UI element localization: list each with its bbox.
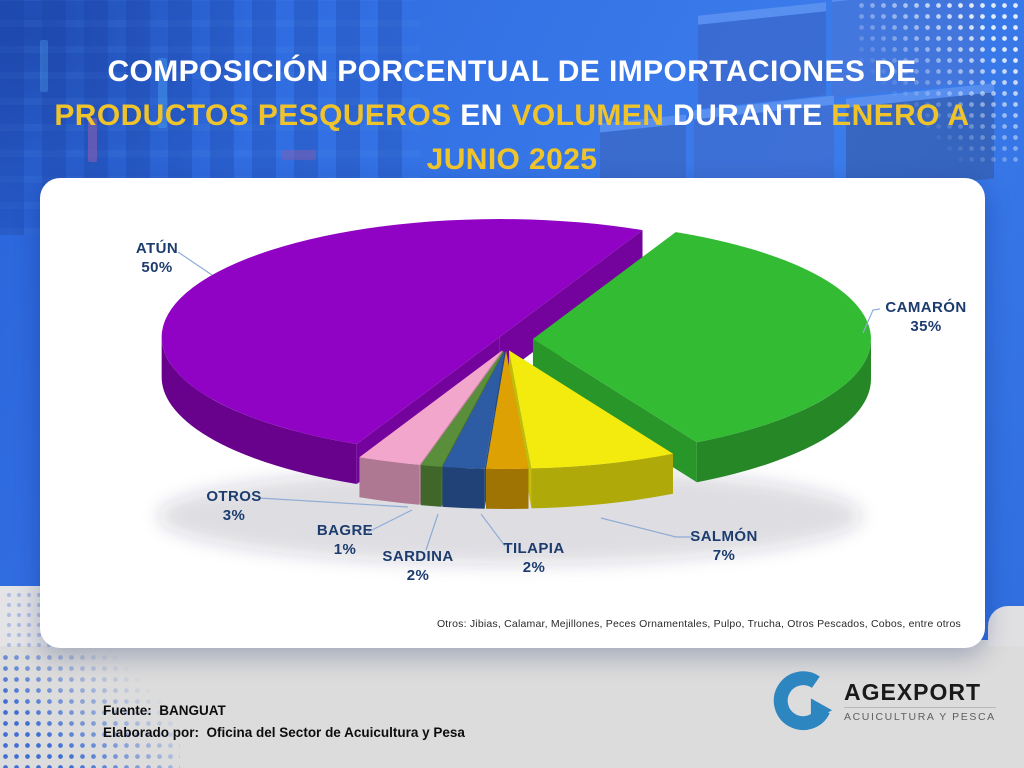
pie-label-value: 50% <box>141 259 173 276</box>
pie-label-bagre: BAGRE 1% <box>317 521 373 559</box>
pie-label-value: 3% <box>222 507 246 524</box>
title-segment: EN <box>451 99 512 132</box>
pie-shadow <box>158 468 862 564</box>
footer-band-right-notch <box>988 606 1024 646</box>
title-segment: COMPOSICIÓN PORCENTUAL DE IMPORTACIONES … <box>107 55 917 88</box>
pie-label-name: CAMARÓN <box>885 299 967 316</box>
logo-divider <box>844 706 996 708</box>
leader-line-bagre <box>367 509 413 533</box>
pie-slice-salmón <box>509 350 673 469</box>
agexport-logo-text: AGEXPORT ACUICULTURA Y PESCA <box>844 680 996 723</box>
pie-label-salmón: SALMÓN 7% <box>690 527 757 565</box>
title-segment: VOLUMEN <box>511 99 665 132</box>
pie-label-tilapia: TILAPIA 2% <box>503 539 564 577</box>
pie-chart <box>158 219 881 564</box>
pie-slice-side-salmón <box>531 453 673 509</box>
source-block: Fuente: BANGUAT Elaborado por: Oficina d… <box>103 700 465 744</box>
title-segment: PRODUCTOS PESQUEROS <box>54 99 452 132</box>
source-line: Fuente: BANGUAT <box>103 703 226 718</box>
agexport-logo: AGEXPORT ACUICULTURA Y PESCA <box>770 668 996 734</box>
agexport-g-icon <box>773 671 833 730</box>
pie-slice-side-tilapia <box>485 468 529 509</box>
pie-slice-bagre <box>420 350 504 467</box>
pie-label-value: 2% <box>522 559 546 576</box>
pie-slice-otros <box>359 350 503 465</box>
pie-slice-side-otros <box>359 457 420 505</box>
pie-label-atún: ATÚN 50% <box>136 239 178 277</box>
pie-label-value: 2% <box>406 567 430 584</box>
pie-label-camarón: CAMARÓN 35% <box>885 298 966 336</box>
logo-subtitle: ACUICULTURA Y PESCA <box>844 710 996 723</box>
leader-line-otros <box>258 497 409 508</box>
pie-slice-sardina <box>442 350 505 469</box>
pie-label-value: 35% <box>910 318 942 335</box>
leader-line-tilapia <box>480 513 506 547</box>
pie-label-name: TILAPIA <box>503 540 565 557</box>
chart-card: CAMARÓN 35% SALMÓN 7% TILAPIA 2% SARDINA 2% BAGR… <box>40 178 985 648</box>
pie-label-name: SARDINA <box>382 548 454 565</box>
page-title: COMPOSICIÓN PORCENTUAL DE IMPORTACIONES … <box>50 50 974 182</box>
leader-line-camarón <box>862 308 881 334</box>
pie-label-sardina: SARDINA 2% <box>382 547 453 585</box>
title-segment: DURANTE <box>664 99 832 132</box>
pie-slice-camarón <box>532 232 871 443</box>
pie-label-value: 1% <box>333 541 357 558</box>
elaborated-line: Elaborado por: Oficina del Sector de Acu… <box>103 725 465 740</box>
pie-label-otros: OTROS 3% <box>206 487 261 525</box>
leader-line-sardina <box>425 513 439 551</box>
chart-footnote: Otros: Jibias, Calamar, Mejillones, Pece… <box>436 618 961 630</box>
pie-slice-atún <box>161 219 643 444</box>
pie-label-name: SALMÓN <box>690 528 758 545</box>
pie-label-value: 7% <box>712 547 736 564</box>
decoration-bar <box>40 40 48 92</box>
pie-label-name: ATÚN <box>135 240 179 257</box>
pie-slice-side-bagre <box>420 465 442 507</box>
pie-slice-side-camarón <box>696 339 871 483</box>
pie-label-name: BAGRE <box>316 522 374 539</box>
pie-slice-side-atún <box>161 337 357 484</box>
leader-line-atún <box>177 251 213 276</box>
pie-label-name: OTROS <box>206 488 262 505</box>
logo-name: AGEXPORT <box>844 678 982 705</box>
pie-slice-side-sardina <box>442 466 485 509</box>
pie-slice-tilapia <box>485 350 529 469</box>
leader-line-salmón <box>600 517 694 538</box>
